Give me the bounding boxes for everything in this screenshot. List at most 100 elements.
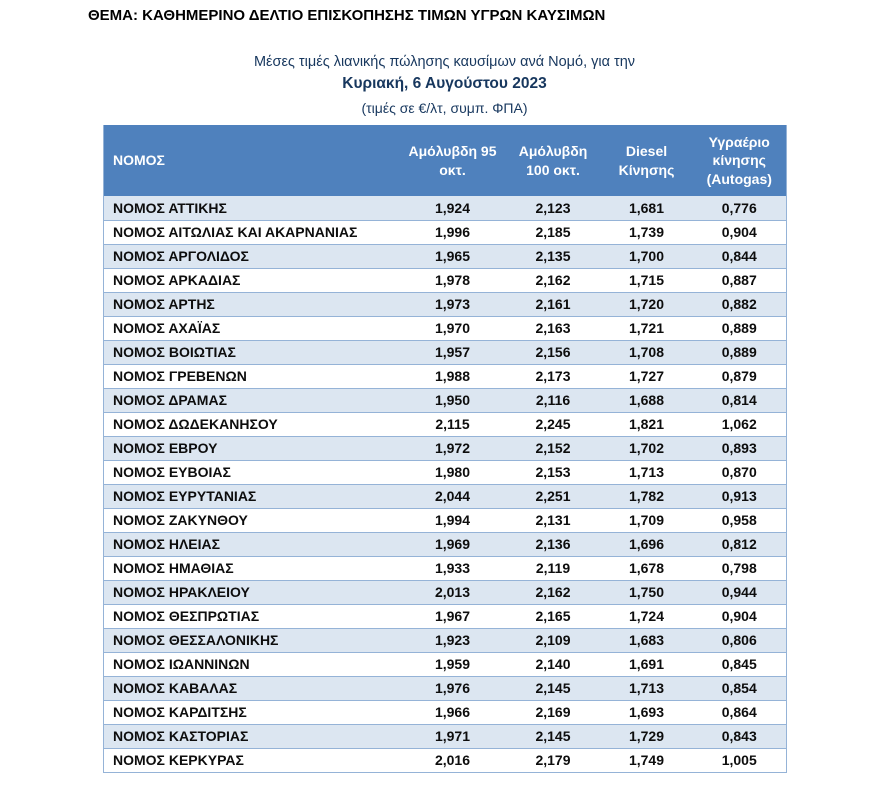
price-cell: 0,913 xyxy=(692,483,787,508)
price-cell: 1,709 xyxy=(600,507,693,532)
price-cell: 1,923 xyxy=(399,627,506,652)
price-cell: 1,994 xyxy=(399,507,506,532)
prefecture-name-cell: ΝΟΜΟΣ ΙΩΑΝΝΙΝΩΝ xyxy=(103,651,400,676)
table-row: ΝΟΜΟΣ ΑΧΑΪΑΣ 1,970 2,163 1,721 0,889 xyxy=(103,315,787,340)
price-cell: 1,724 xyxy=(600,603,693,628)
prefecture-name-cell: ΝΟΜΟΣ ΑΤΤΙΚΗΣ xyxy=(113,199,227,216)
price-cell: 1,721 xyxy=(600,315,693,340)
price-cell: 1,720 xyxy=(600,291,693,316)
prefecture-name-cell: ΝΟΜΟΣ ΕΥΒΟΙΑΣ xyxy=(103,459,400,484)
price-cell: 2,131 xyxy=(505,507,601,532)
table-row: ΝΟΜΟΣ ΔΡΑΜΑΣ 1,950 2,116 1,688 0,814 xyxy=(103,387,787,412)
price-cell: 1,973 xyxy=(399,291,506,316)
price-cell: 2,145 xyxy=(505,723,601,748)
table-row: ΝΟΜΟΣ ΕΥΡΥΤΑΝΙΑΣ 2,044 2,251 1,782 0,913 xyxy=(103,483,787,508)
table-row: ΝΟΜΟΣ ΑΡΚΑΔΙΑΣ 1,978 2,162 1,715 0,887 xyxy=(103,267,787,292)
price-cell: 1,681 xyxy=(628,199,665,216)
price-cell: 1,713 xyxy=(600,459,693,484)
table-row: ΝΟΜΟΣ ΔΩΔΕΚΑΝΗΣΟΥ 2,115 2,245 1,821 1,062 xyxy=(103,411,787,436)
price-cell: 2,123 xyxy=(535,199,571,216)
price-cell: 0,814 xyxy=(692,387,787,412)
table-row: ΝΟΜΟΣ ΑΡΤΗΣ 1,973 2,161 1,720 0,882 xyxy=(103,291,787,316)
price-cell: 1,693 xyxy=(600,699,693,724)
price-cell: 0,882 xyxy=(692,291,787,316)
price-cell: 2,163 xyxy=(505,315,601,340)
price-cell: 1,708 xyxy=(600,339,693,364)
price-cell: 2,185 xyxy=(505,219,601,244)
price-cell: 2,173 xyxy=(505,363,601,388)
price-cell: 2,109 xyxy=(505,627,601,652)
price-cell: 1,971 xyxy=(399,723,506,748)
table-row: ΝΟΜΟΣ ΚΑΒΑΛΑΣ 1,976 2,145 1,713 0,854 xyxy=(103,675,787,700)
price-cell: 1,950 xyxy=(399,387,506,412)
price-cell: 0,870 xyxy=(692,459,787,484)
prefecture-name-cell: ΝΟΜΟΣ ΑΙΤΩΛΙΑΣ ΚΑΙ ΑΚΑΡΝΑΝΙΑΣ xyxy=(103,219,400,244)
prefecture-name-cell: ΝΟΜΟΣ ΚΑΡΔΙΤΣΗΣ xyxy=(103,699,400,724)
price-cell: 0,889 xyxy=(692,315,787,340)
prefecture-name-cell: ΝΟΜΟΣ ΑΡΚΑΔΙΑΣ xyxy=(103,267,400,292)
prefecture-name-cell: ΝΟΜΟΣ ΖΑΚΥΝΘΟΥ xyxy=(103,507,400,532)
prefecture-name-cell: ΝΟΜΟΣ ΚΑΒΑΛΑΣ xyxy=(103,675,400,700)
prefecture-name-cell: ΝΟΜΟΣ ΑΧΑΪΑΣ xyxy=(103,315,400,340)
price-cell: 2,044 xyxy=(399,483,506,508)
prefecture-name-cell: ΝΟΜΟΣ ΘΕΣΠΡΩΤΙΑΣ xyxy=(103,603,400,628)
price-cell: 2,136 xyxy=(505,531,601,556)
price-cell: 2,179 xyxy=(505,747,601,772)
report-date: Κυριακή, 6 Αυγούστου 2023 xyxy=(342,75,547,92)
table-row: ΝΟΜΟΣ ΚΕΡΚΥΡΑΣ 2,016 2,179 1,749 1,005 xyxy=(103,747,787,772)
price-cell: 2,165 xyxy=(505,603,601,628)
price-cell: 1,970 xyxy=(399,315,506,340)
table-row: ΝΟΜΟΣ ΕΒΡΟΥ 1,972 2,152 1,702 0,893 xyxy=(103,435,787,460)
price-cell: 2,119 xyxy=(505,555,601,580)
price-cell: 1,700 xyxy=(600,243,693,268)
table-row: ΝΟΜΟΣ ΑΤΤΙΚΗΣ 1,924 2,123 1,681 0,776 xyxy=(103,196,787,220)
prefecture-name-cell: ΝΟΜΟΣ ΚΕΡΚΥΡΑΣ xyxy=(103,747,400,772)
price-cell: 2,251 xyxy=(505,483,601,508)
price-cell: 0,806 xyxy=(692,627,787,652)
prefecture-name-cell: ΝΟΜΟΣ ΑΡΤΗΣ xyxy=(103,291,400,316)
price-cell: 1,959 xyxy=(399,651,506,676)
price-cell: 2,145 xyxy=(505,675,601,700)
price-cell: 0,893 xyxy=(692,435,787,460)
table-row: ΝΟΜΟΣ ΘΕΣΣΑΛΟΝΙΚΗΣ 1,923 2,109 1,683 0,806 xyxy=(103,627,787,652)
price-cell: 0,812 xyxy=(692,531,787,556)
price-cell: 1,924 xyxy=(434,199,471,216)
prefecture-name-cell: ΝΟΜΟΣ ΔΩΔΕΚΑΝΗΣΟΥ xyxy=(103,411,400,436)
price-cell: 1,957 xyxy=(399,339,506,364)
column-header-nomos: ΝΟΜΟΣ xyxy=(103,125,400,196)
price-cell: 0,944 xyxy=(692,579,787,604)
price-cell: 1,976 xyxy=(399,675,506,700)
price-cell: 1,988 xyxy=(399,363,506,388)
price-cell: 0,879 xyxy=(692,363,787,388)
prefecture-name-cell: ΝΟΜΟΣ ΚΑΣΤΟΡΙΑΣ xyxy=(103,723,400,748)
price-cell: 0,843 xyxy=(692,723,787,748)
price-cell: 0,889 xyxy=(692,339,787,364)
table-row: ΝΟΜΟΣ ΒΟΙΩΤΙΑΣ 1,957 2,156 1,708 0,889 xyxy=(103,339,787,364)
price-cell: 0,844 xyxy=(692,243,787,268)
price-cell: 1,969 xyxy=(399,531,506,556)
price-cell: 2,115 xyxy=(399,411,506,436)
price-cell: 2,153 xyxy=(505,459,601,484)
prefecture-name-cell: ΝΟΜΟΣ ΗΜΑΘΙΑΣ xyxy=(103,555,400,580)
price-cell: 1,967 xyxy=(399,603,506,628)
table-header-row: ΝΟΜΟΣ Αμόλυβδη 95 οκτ. Αμόλυβδη 100 οκτ.… xyxy=(103,125,787,196)
price-cell: 2,016 xyxy=(399,747,506,772)
prefecture-name-cell: ΝΟΜΟΣ ΗΡΑΚΛΕΙΟΥ xyxy=(103,579,400,604)
price-cell: 1,683 xyxy=(600,627,693,652)
price-cell: 2,135 xyxy=(505,243,601,268)
table-row: ΝΟΜΟΣ ΕΥΒΟΙΑΣ 1,980 2,153 1,713 0,870 xyxy=(103,459,787,484)
prefecture-name-cell: ΝΟΜΟΣ ΔΡΑΜΑΣ xyxy=(103,387,400,412)
prefecture-name-cell: ΝΟΜΟΣ ΒΟΙΩΤΙΑΣ xyxy=(103,339,400,364)
price-cell: 0,776 xyxy=(721,199,757,216)
table-row: ΝΟΜΟΣ ΗΡΑΚΛΕΙΟΥ 2,013 2,162 1,750 0,944 xyxy=(103,579,787,604)
price-cell: 1,715 xyxy=(600,267,693,292)
price-cell: 1,062 xyxy=(692,411,787,436)
prefecture-name-cell: ΝΟΜΟΣ ΕΥΡΥΤΑΝΙΑΣ xyxy=(103,483,400,508)
price-cell: 2,140 xyxy=(505,651,601,676)
price-cell: 2,013 xyxy=(399,579,506,604)
price-cell: 1,729 xyxy=(600,723,693,748)
price-cell: 1,980 xyxy=(399,459,506,484)
column-header-unleaded-100: Αμόλυβδη 100 οκτ. xyxy=(505,125,601,196)
units-note: (τιμές σε €/λτ, συμπ. ΦΠΑ) xyxy=(361,100,528,116)
